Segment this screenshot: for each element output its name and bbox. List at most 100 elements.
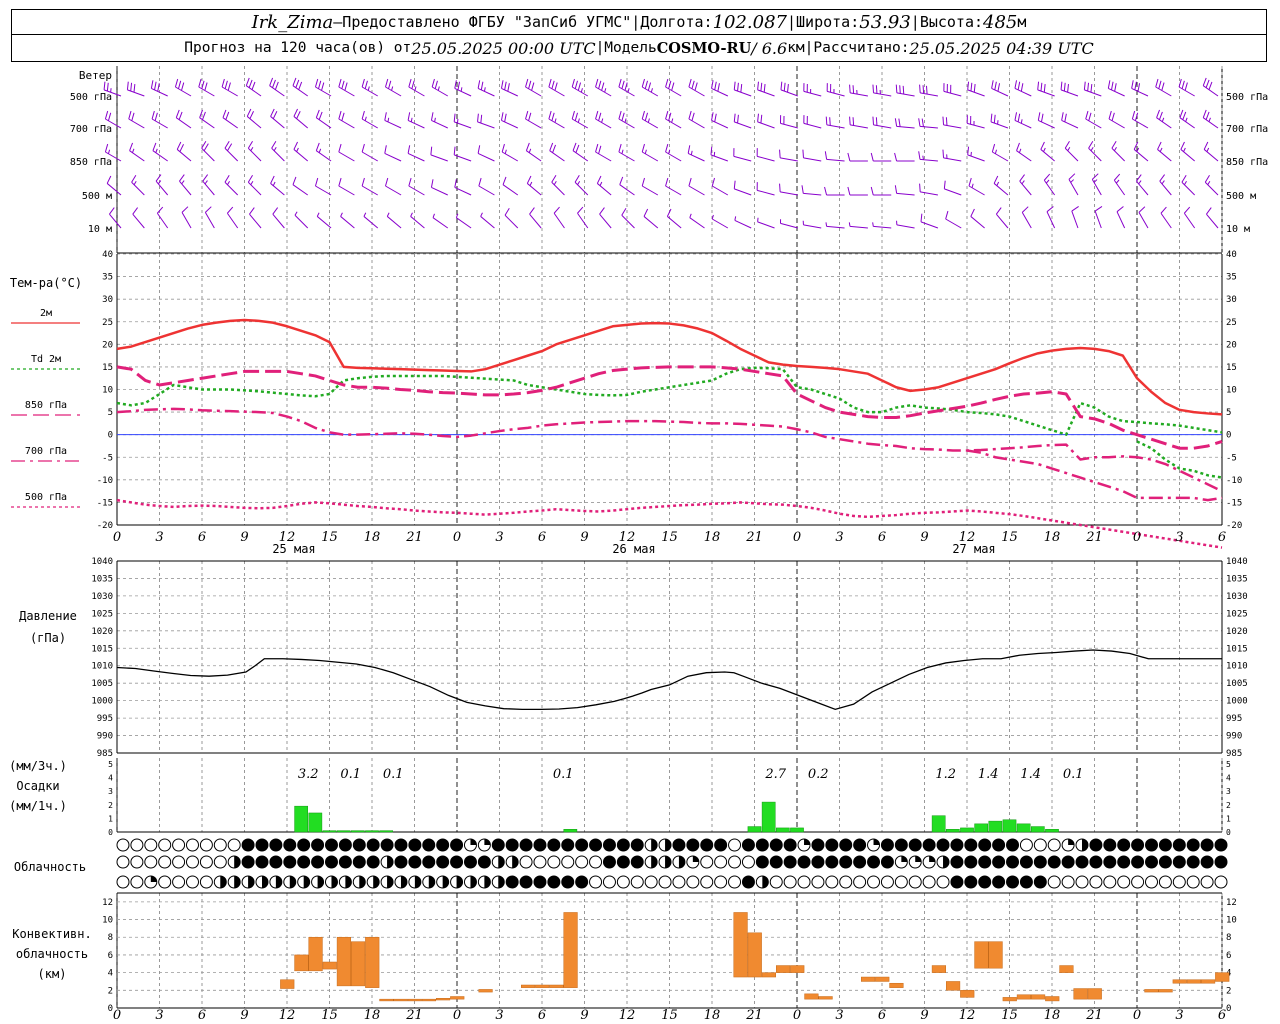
wind-barb-staff [1160, 212, 1172, 229]
wind-barb-staff [641, 151, 659, 162]
wind-barb-half [1161, 117, 1165, 122]
wind-barb-staff [970, 216, 985, 229]
wind-barb-staff [477, 121, 495, 129]
wind-barb-full [733, 81, 736, 90]
wind-barb-full [531, 82, 535, 91]
cloud-circle [1145, 875, 1159, 889]
wind-barb-staff [315, 185, 332, 196]
wind-barb-staff [385, 86, 402, 97]
wind-barb-half [157, 180, 162, 185]
wind-barb-full [128, 110, 132, 120]
temp-tick-left: 40 [102, 250, 113, 260]
precip-bar [761, 801, 776, 833]
temp-tick-left: 35 [102, 273, 113, 283]
cloud-fill-half [762, 876, 769, 888]
wind-barb-staff [155, 180, 169, 196]
precip-bar [790, 827, 804, 833]
wind-barb-full [430, 112, 434, 121]
wind-barb-full [872, 84, 875, 93]
temp-tick-left: -10 [97, 476, 113, 486]
wind-barb-full [945, 210, 949, 220]
wind-barb-full [942, 149, 945, 158]
wind-barb-staff [272, 213, 285, 229]
cloud-circle [533, 855, 547, 869]
wind-barb-full [1131, 80, 1134, 89]
wind-barb-full [201, 140, 207, 149]
wind-barb-full [575, 144, 580, 153]
wind-barb-full [1136, 174, 1142, 182]
pressure-tick-left: 1035 [91, 574, 113, 584]
cloud-fill-full [422, 856, 435, 868]
cloud-circle [130, 855, 144, 869]
wind-barb-staff [780, 89, 799, 97]
cloud-circle [172, 838, 186, 852]
cloud-fill-full [269, 856, 282, 868]
wind-barb-half [367, 86, 370, 91]
temp-x-tick: 0 [453, 530, 461, 545]
wind-level-left: 850 гПа [70, 157, 112, 168]
wind-barb-staff [385, 185, 402, 196]
wind-barb-full [571, 78, 575, 88]
wind-barb-staff [850, 124, 868, 129]
temp-x-tick: 0 [793, 530, 801, 545]
wind-barb-staff [780, 222, 799, 229]
pressure-title: Давление [19, 609, 77, 623]
conv-bar [407, 998, 422, 1002]
cloud-fill-quarter [901, 856, 908, 862]
temp-tick-right: 35 [1226, 273, 1237, 283]
wind-barb-staff [1043, 179, 1056, 196]
wind-barb-full [601, 82, 605, 91]
wind-barb-half [996, 181, 1000, 186]
wind-barb-full [551, 112, 555, 121]
cloud-fill-full [255, 839, 268, 851]
wind-barb-half [483, 87, 486, 92]
pressure-tick-right: 990 [1226, 732, 1242, 742]
wind-barb-full [990, 113, 993, 122]
temp-x-tick: 18 [364, 530, 381, 545]
conv-bar [889, 982, 904, 988]
wind-barb-half [414, 86, 417, 91]
cloud-circle [144, 838, 158, 852]
precip-bar [1031, 826, 1045, 833]
wind-barb-staff [803, 90, 822, 97]
cloud-fill-full [839, 856, 852, 868]
cloud-fill-full [408, 839, 421, 851]
cloud-fill-full [853, 856, 866, 868]
wind-barb-staff [1133, 149, 1149, 162]
pressure-unit: (гПа) [30, 631, 66, 645]
wind-barb-full [997, 83, 1001, 92]
wind-barb-half [690, 150, 693, 155]
wind-barb-full [970, 208, 975, 217]
day-label: 27 мая [952, 542, 995, 556]
wind-barb-staff [529, 213, 542, 229]
cloud-fill-full [992, 876, 1005, 888]
wind-barb-staff [1046, 211, 1056, 229]
wind-level-left: 500 гПа [70, 92, 112, 103]
wind-barb-full [314, 78, 319, 88]
precip-bar [379, 830, 394, 833]
wind-barb-full [315, 142, 320, 151]
cloud-circle [728, 875, 742, 889]
wind-level-right: 700 гПа [1226, 124, 1268, 135]
precip-tick-right: 5 [1226, 760, 1231, 769]
wind-barb-staff [504, 214, 519, 229]
wind-barb-staff [454, 186, 472, 196]
wind-barb-full [763, 83, 766, 93]
cloud-fill-full [242, 839, 255, 851]
wind-barb-full [995, 207, 1002, 215]
cloud-fill-full [1201, 839, 1214, 851]
wind-barb-full [133, 83, 136, 93]
wind-barb-staff [595, 86, 612, 97]
wind-barb-full [1159, 174, 1165, 182]
temp-series-line [116, 366, 1223, 436]
wind-barb-staff [688, 118, 705, 129]
temp-series-line [116, 318, 1223, 416]
wind-barb-full [1202, 77, 1207, 86]
temp-tick-right: -10 [1226, 476, 1242, 486]
wind-barb-half [689, 213, 692, 218]
conv-bar [1045, 996, 1060, 1002]
wind-barb-staff [407, 152, 425, 162]
wind-barb-staff [128, 118, 145, 129]
alt-value: 485 [983, 11, 1018, 33]
wind-barb-staff [109, 213, 122, 229]
